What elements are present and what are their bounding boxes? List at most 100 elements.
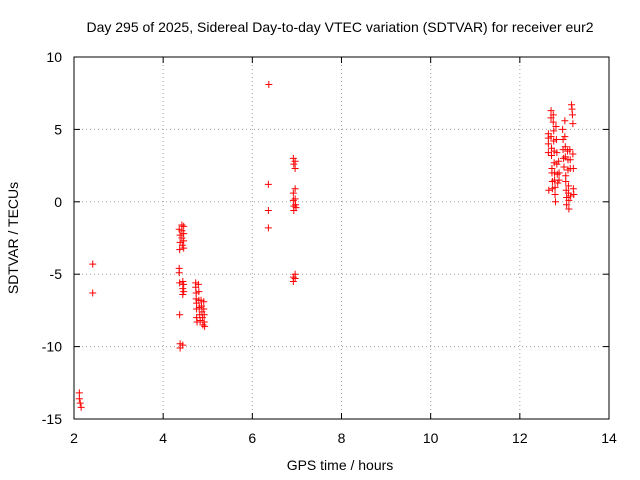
data-point: [568, 111, 576, 119]
data-point: [552, 198, 559, 206]
data-point: [265, 81, 273, 89]
data-point: [553, 160, 561, 168]
data-point: [291, 185, 299, 193]
data-point: [547, 107, 555, 115]
data-point: [551, 191, 559, 199]
data-point: [555, 157, 563, 165]
data-point: [554, 179, 562, 187]
data-point: [264, 206, 272, 214]
data-point: [176, 246, 184, 254]
data-point: [291, 275, 299, 283]
data-point: [290, 160, 298, 168]
plot-frame: [73, 56, 610, 420]
data-point: [195, 288, 203, 296]
data-point: [180, 280, 188, 288]
x-axis-label: GPS time / hours: [287, 457, 394, 473]
x-tick-label: 10: [423, 430, 439, 446]
y-tick-label: 10: [46, 49, 62, 65]
y-tick-label: 5: [54, 121, 62, 137]
data-point: [569, 150, 577, 158]
data-point: [200, 311, 208, 319]
data-point: [561, 133, 569, 141]
data-point: [178, 234, 186, 242]
data-point: [565, 205, 573, 213]
data-point: [561, 143, 569, 151]
data-point: [179, 290, 187, 298]
data-point: [552, 136, 560, 144]
data-point: [292, 204, 300, 212]
data-point: [199, 321, 207, 329]
chart-title: Day 295 of 2025, Sidereal Day-to-day VTE…: [86, 19, 593, 35]
data-point: [553, 149, 561, 157]
data-points: [75, 81, 578, 411]
data-point: [560, 163, 568, 171]
data-point: [291, 164, 299, 172]
data-point: [193, 318, 201, 326]
data-point: [178, 227, 186, 235]
data-point: [544, 149, 552, 157]
data-point: [563, 201, 571, 209]
data-point: [559, 136, 567, 144]
data-point: [291, 157, 299, 165]
data-point: [567, 192, 575, 200]
data-point: [75, 395, 83, 403]
data-point: [200, 298, 208, 306]
data-point: [89, 260, 97, 268]
data-point: [549, 111, 557, 119]
data-point: [552, 123, 560, 131]
x-tick-label: 6: [248, 430, 256, 446]
data-point: [180, 288, 188, 296]
axis-ticks: 2 4 6 8 10 12 14 -15 -10 -5 0 5 10: [42, 49, 617, 446]
data-point: [544, 140, 552, 148]
x-tick-label: 14: [601, 430, 617, 446]
data-point: [289, 189, 297, 197]
y-tick-label: -10: [42, 339, 62, 355]
data-point: [176, 279, 184, 287]
data-point: [545, 186, 553, 194]
data-point: [561, 117, 569, 125]
grid: [74, 57, 609, 419]
data-point: [180, 237, 188, 245]
data-point: [555, 176, 563, 184]
x-tick-label: 12: [512, 430, 528, 446]
data-point: [549, 118, 557, 126]
data-point: [176, 311, 184, 319]
data-point: [569, 164, 577, 172]
data-point: [175, 269, 183, 277]
data-point: [559, 125, 567, 133]
data-point: [555, 169, 563, 177]
data-point: [180, 244, 188, 252]
data-point: [562, 178, 570, 186]
data-point: [89, 289, 97, 297]
data-point: [201, 322, 209, 330]
data-point: [553, 170, 561, 178]
data-point: [569, 120, 577, 128]
data-point: [77, 403, 85, 411]
data-point: [550, 127, 558, 135]
data-point: [289, 277, 297, 285]
data-point: [76, 399, 84, 407]
x-tick-label: 2: [70, 430, 78, 446]
data-point: [198, 314, 206, 322]
data-point: [566, 156, 574, 164]
data-point: [560, 154, 568, 162]
x-tick-label: 8: [338, 430, 346, 446]
x-tick-label: 4: [159, 430, 167, 446]
data-point: [570, 191, 578, 199]
y-axis-label: SDTVAR / TECUs: [5, 182, 21, 294]
data-point: [179, 341, 187, 349]
y-tick-label: 0: [54, 194, 62, 210]
data-point: [176, 231, 184, 239]
data-point: [180, 222, 188, 230]
data-point: [547, 133, 555, 141]
data-point: [264, 180, 272, 188]
data-point: [551, 183, 559, 191]
data-point: [179, 277, 187, 285]
data-point: [264, 224, 272, 232]
y-tick-label: -5: [50, 266, 63, 282]
data-point: [180, 230, 188, 238]
y-tick-label: -15: [42, 411, 62, 427]
data-point: [565, 196, 573, 204]
data-point: [194, 280, 202, 288]
